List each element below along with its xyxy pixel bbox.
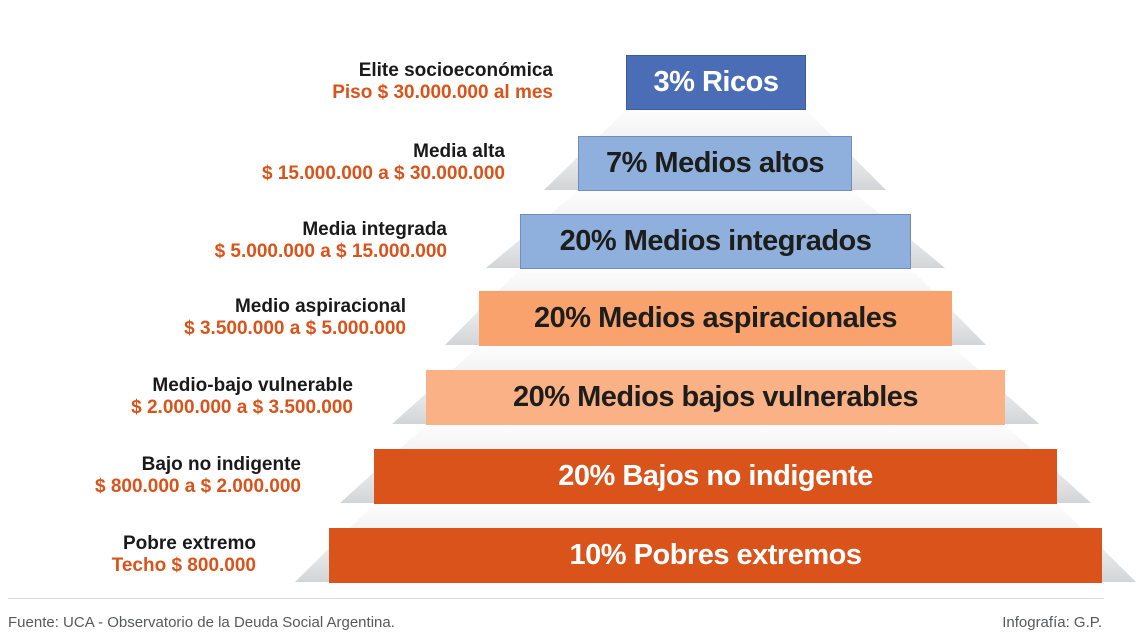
tier-label-medio-aspiracional: Medio aspiracional $ 3.500.000 a $ 5.000… xyxy=(0,296,406,340)
tier-income-range: $ 800.000 a $ 2.000.000 xyxy=(94,476,301,497)
tier-label-elite: Elite socioeconómica Piso $ 30.000.000 a… xyxy=(0,60,553,104)
pyramid-bar-medios-integrados: 20% Medios integrados xyxy=(520,214,911,269)
infographic-credit: Infografía: G.P. xyxy=(1002,614,1102,631)
footer-divider xyxy=(8,598,1104,599)
tier-name: Bajo no indigente xyxy=(141,454,301,475)
tier-label-media-alta: Media alta $ 15.000.000 a $ 30.000.000 xyxy=(0,141,505,185)
tier-label-medio-bajo-vulnerable: Medio-bajo vulnerable $ 2.000.000 a $ 3.… xyxy=(0,375,353,419)
pyramid-bar-medios-bajos-vulnerables: 20% Medios bajos vulnerables xyxy=(426,370,1005,425)
tier-name: Media integrada xyxy=(302,219,447,240)
pyramid-bar-ricos: 3% Ricos xyxy=(626,55,806,110)
tier-income-range: $ 2.000.000 a $ 3.500.000 xyxy=(131,397,353,418)
tier-income-range: Piso $ 30.000.000 al mes xyxy=(332,82,553,103)
pyramid-bar-medios-aspiracionales: 20% Medios aspiracionales xyxy=(479,291,952,346)
tier-income-range: $ 5.000.000 a $ 15.000.000 xyxy=(214,241,447,262)
tier-income-range: $ 15.000.000 a $ 30.000.000 xyxy=(261,163,505,184)
pyramid-bar-bajos-no-indigente: 20% Bajos no indigente xyxy=(374,449,1057,504)
pyramid-bar-pobres-extremos: 10% Pobres extremos xyxy=(329,528,1102,583)
tier-label-media-integrada: Media integrada $ 5.000.000 a $ 15.000.0… xyxy=(0,219,447,263)
tier-label-pobre-extremo: Pobre extremo Techo $ 800.000 xyxy=(0,533,256,577)
tier-name: Medio-bajo vulnerable xyxy=(152,375,353,396)
tier-name: Medio aspiracional xyxy=(234,296,406,317)
tier-name: Media alta xyxy=(413,141,505,162)
tier-income-range: $ 3.500.000 a $ 5.000.000 xyxy=(184,318,406,339)
tier-name: Pobre extremo xyxy=(122,533,256,554)
pyramid-bar-medios-altos: 7% Medios altos xyxy=(578,136,852,191)
tier-name: Elite socioeconómica xyxy=(358,60,553,81)
tier-income-range: Techo $ 800.000 xyxy=(111,555,256,576)
source-credit: Fuente: UCA - Observatorio de la Deuda S… xyxy=(8,614,395,631)
tier-label-bajo-no-indigente: Bajo no indigente $ 800.000 a $ 2.000.00… xyxy=(0,454,301,498)
